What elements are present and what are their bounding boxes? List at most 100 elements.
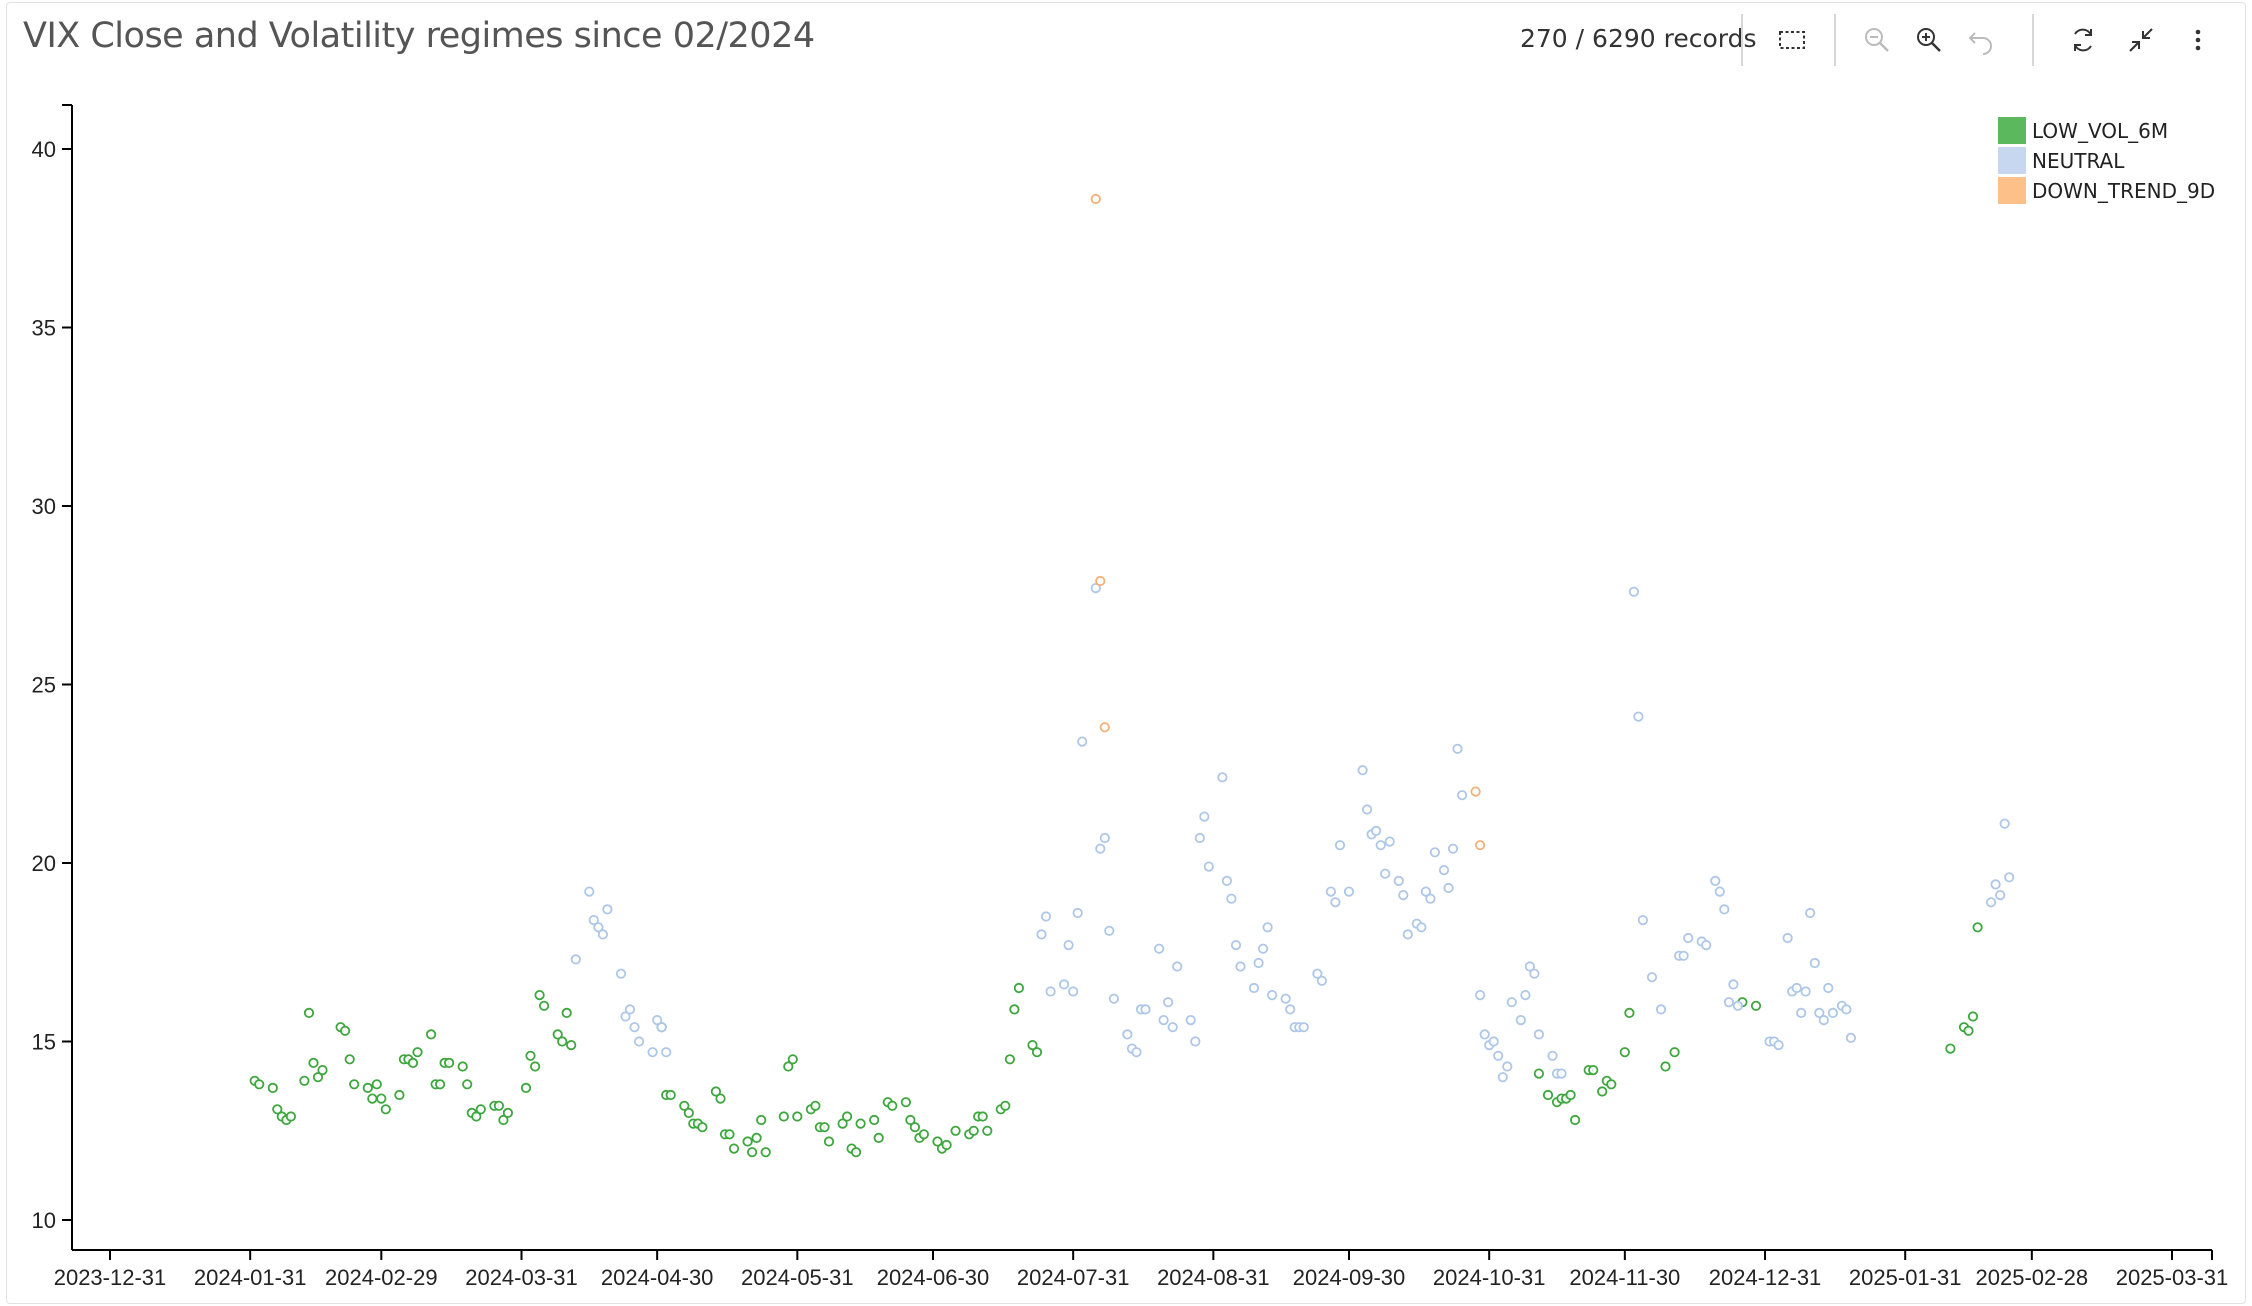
undo-icon (1968, 32, 1992, 55)
point-low-vol-6m (918, 1129, 930, 1140)
point-neutral (1547, 1050, 1558, 1061)
box-select-icon (1779, 31, 1805, 49)
chart-axes: 10 15 20 25 30 35 40 2023-12-31 2024-01-31 2024-0… (32, 104, 2228, 1290)
point-low-vol-6m (303, 1007, 315, 1019)
point-low-vol-6m (873, 1132, 884, 1144)
point-neutral (1438, 864, 1450, 876)
point-low-vol-6m (1004, 1054, 1016, 1065)
point-neutral (1529, 968, 1540, 979)
point-neutral (1258, 943, 1269, 954)
undo-zoom-button[interactable] (1959, 18, 2003, 62)
point-low-vol-6m (566, 1040, 577, 1051)
point-neutral (1827, 1007, 1839, 1019)
x-tick-label: 2024-03-31 (465, 1265, 578, 1290)
point-neutral (1154, 943, 1165, 954)
point-low-vol-6m (462, 1079, 473, 1090)
point-low-vol-6m (376, 1093, 387, 1104)
collapse-button[interactable] (2119, 18, 2163, 62)
legend-swatch (1998, 177, 2026, 204)
point-neutral (1099, 832, 1110, 844)
point-low-vol-6m (299, 1075, 310, 1086)
point-low-vol-6m (977, 1111, 988, 1122)
point-low-vol-6m (407, 1057, 419, 1069)
point-low-vol-6m (905, 1114, 916, 1126)
point-neutral (1393, 875, 1404, 887)
point-neutral (1524, 961, 1536, 972)
y-tick-label: 30 (32, 494, 56, 519)
point-neutral (1990, 879, 2001, 890)
point-neutral (1646, 972, 1658, 983)
point-low-vol-6m (312, 1072, 324, 1083)
point-low-vol-6m (1533, 1068, 1545, 1079)
point-neutral (1163, 997, 1174, 1008)
chart-title: VIX Close and Volatility regimes since 0… (23, 16, 815, 56)
point-low-vol-6m (710, 1086, 722, 1097)
point-neutral (1371, 825, 1382, 837)
point-neutral (1072, 907, 1083, 919)
zoom-in-button[interactable] (1907, 18, 1951, 62)
collapse-icon (2129, 28, 2153, 52)
point-neutral (1203, 861, 1214, 872)
point-low-vol-6m (855, 1118, 866, 1129)
point-low-vol-6m (308, 1057, 319, 1069)
point-low-vol-6m (1972, 922, 1983, 933)
point-low-vol-6m (1027, 1040, 1038, 1051)
box-select-button[interactable] (1770, 18, 1814, 62)
point-down-trend-9d (1095, 575, 1106, 587)
point-low-vol-6m (783, 1061, 794, 1072)
point-neutral (1375, 840, 1386, 851)
point-low-vol-6m (457, 1061, 468, 1072)
more-vert-icon (2195, 29, 2201, 51)
point-neutral (1986, 897, 1997, 908)
zoom-out-button[interactable] (1855, 18, 1899, 62)
more-options-button[interactable] (2176, 18, 2220, 62)
point-neutral (1090, 582, 1101, 594)
point-low-vol-6m (520, 1082, 532, 1094)
x-tick-label: 2024-12-31 (1709, 1265, 1822, 1290)
point-neutral (652, 1014, 663, 1026)
point-neutral (1077, 736, 1088, 747)
x-tick-label: 2025-02-28 (1976, 1265, 2089, 1290)
point-low-vol-6m (697, 1122, 708, 1133)
point-neutral (633, 1036, 645, 1047)
point-low-vol-6m (909, 1122, 921, 1133)
point-neutral (1036, 929, 1047, 940)
point-neutral (1190, 1036, 1201, 1047)
point-neutral (593, 922, 604, 933)
point-neutral (1334, 840, 1346, 851)
point-low-vol-6m (371, 1079, 382, 1090)
point-neutral (1267, 989, 1278, 1001)
point-neutral (1655, 1004, 1667, 1015)
point-neutral (1108, 993, 1120, 1004)
point-neutral (1995, 889, 2006, 901)
point-low-vol-6m (1967, 1011, 1979, 1022)
point-neutral (1253, 957, 1264, 969)
point-low-vol-6m (1750, 1000, 1762, 1011)
point-neutral (1425, 893, 1436, 904)
point-neutral (602, 904, 613, 915)
point-neutral (1330, 897, 1341, 908)
point-neutral (1701, 939, 1712, 951)
point-low-vol-6m (869, 1114, 880, 1126)
point-low-vol-6m (1597, 1086, 1608, 1097)
point-neutral (1475, 989, 1486, 1001)
refresh-button[interactable] (2061, 18, 2105, 62)
chart-legend: LOW_VOL_6M NEUTRAL DOWN_TREND_9D (1998, 117, 2215, 204)
point-neutral (1633, 711, 1644, 722)
point-low-vol-6m (362, 1082, 373, 1094)
point-neutral (1493, 1050, 1504, 1061)
point-neutral (1823, 982, 1834, 994)
x-tick-label: 2024-05-31 (741, 1265, 854, 1290)
point-low-vol-6m (968, 1125, 979, 1136)
point-neutral (1380, 868, 1391, 879)
point-low-vol-6m (810, 1100, 821, 1111)
point-down-trend-9d (1475, 840, 1486, 851)
point-low-vol-6m (525, 1050, 536, 1061)
point-neutral (2004, 872, 2015, 883)
point-low-vol-6m (887, 1100, 898, 1111)
x-tick-label: 2024-04-30 (601, 1265, 714, 1290)
point-neutral (1488, 1036, 1499, 1047)
point-neutral (1520, 989, 1531, 1001)
y-tick-label: 10 (32, 1208, 56, 1233)
point-neutral (1443, 882, 1454, 894)
